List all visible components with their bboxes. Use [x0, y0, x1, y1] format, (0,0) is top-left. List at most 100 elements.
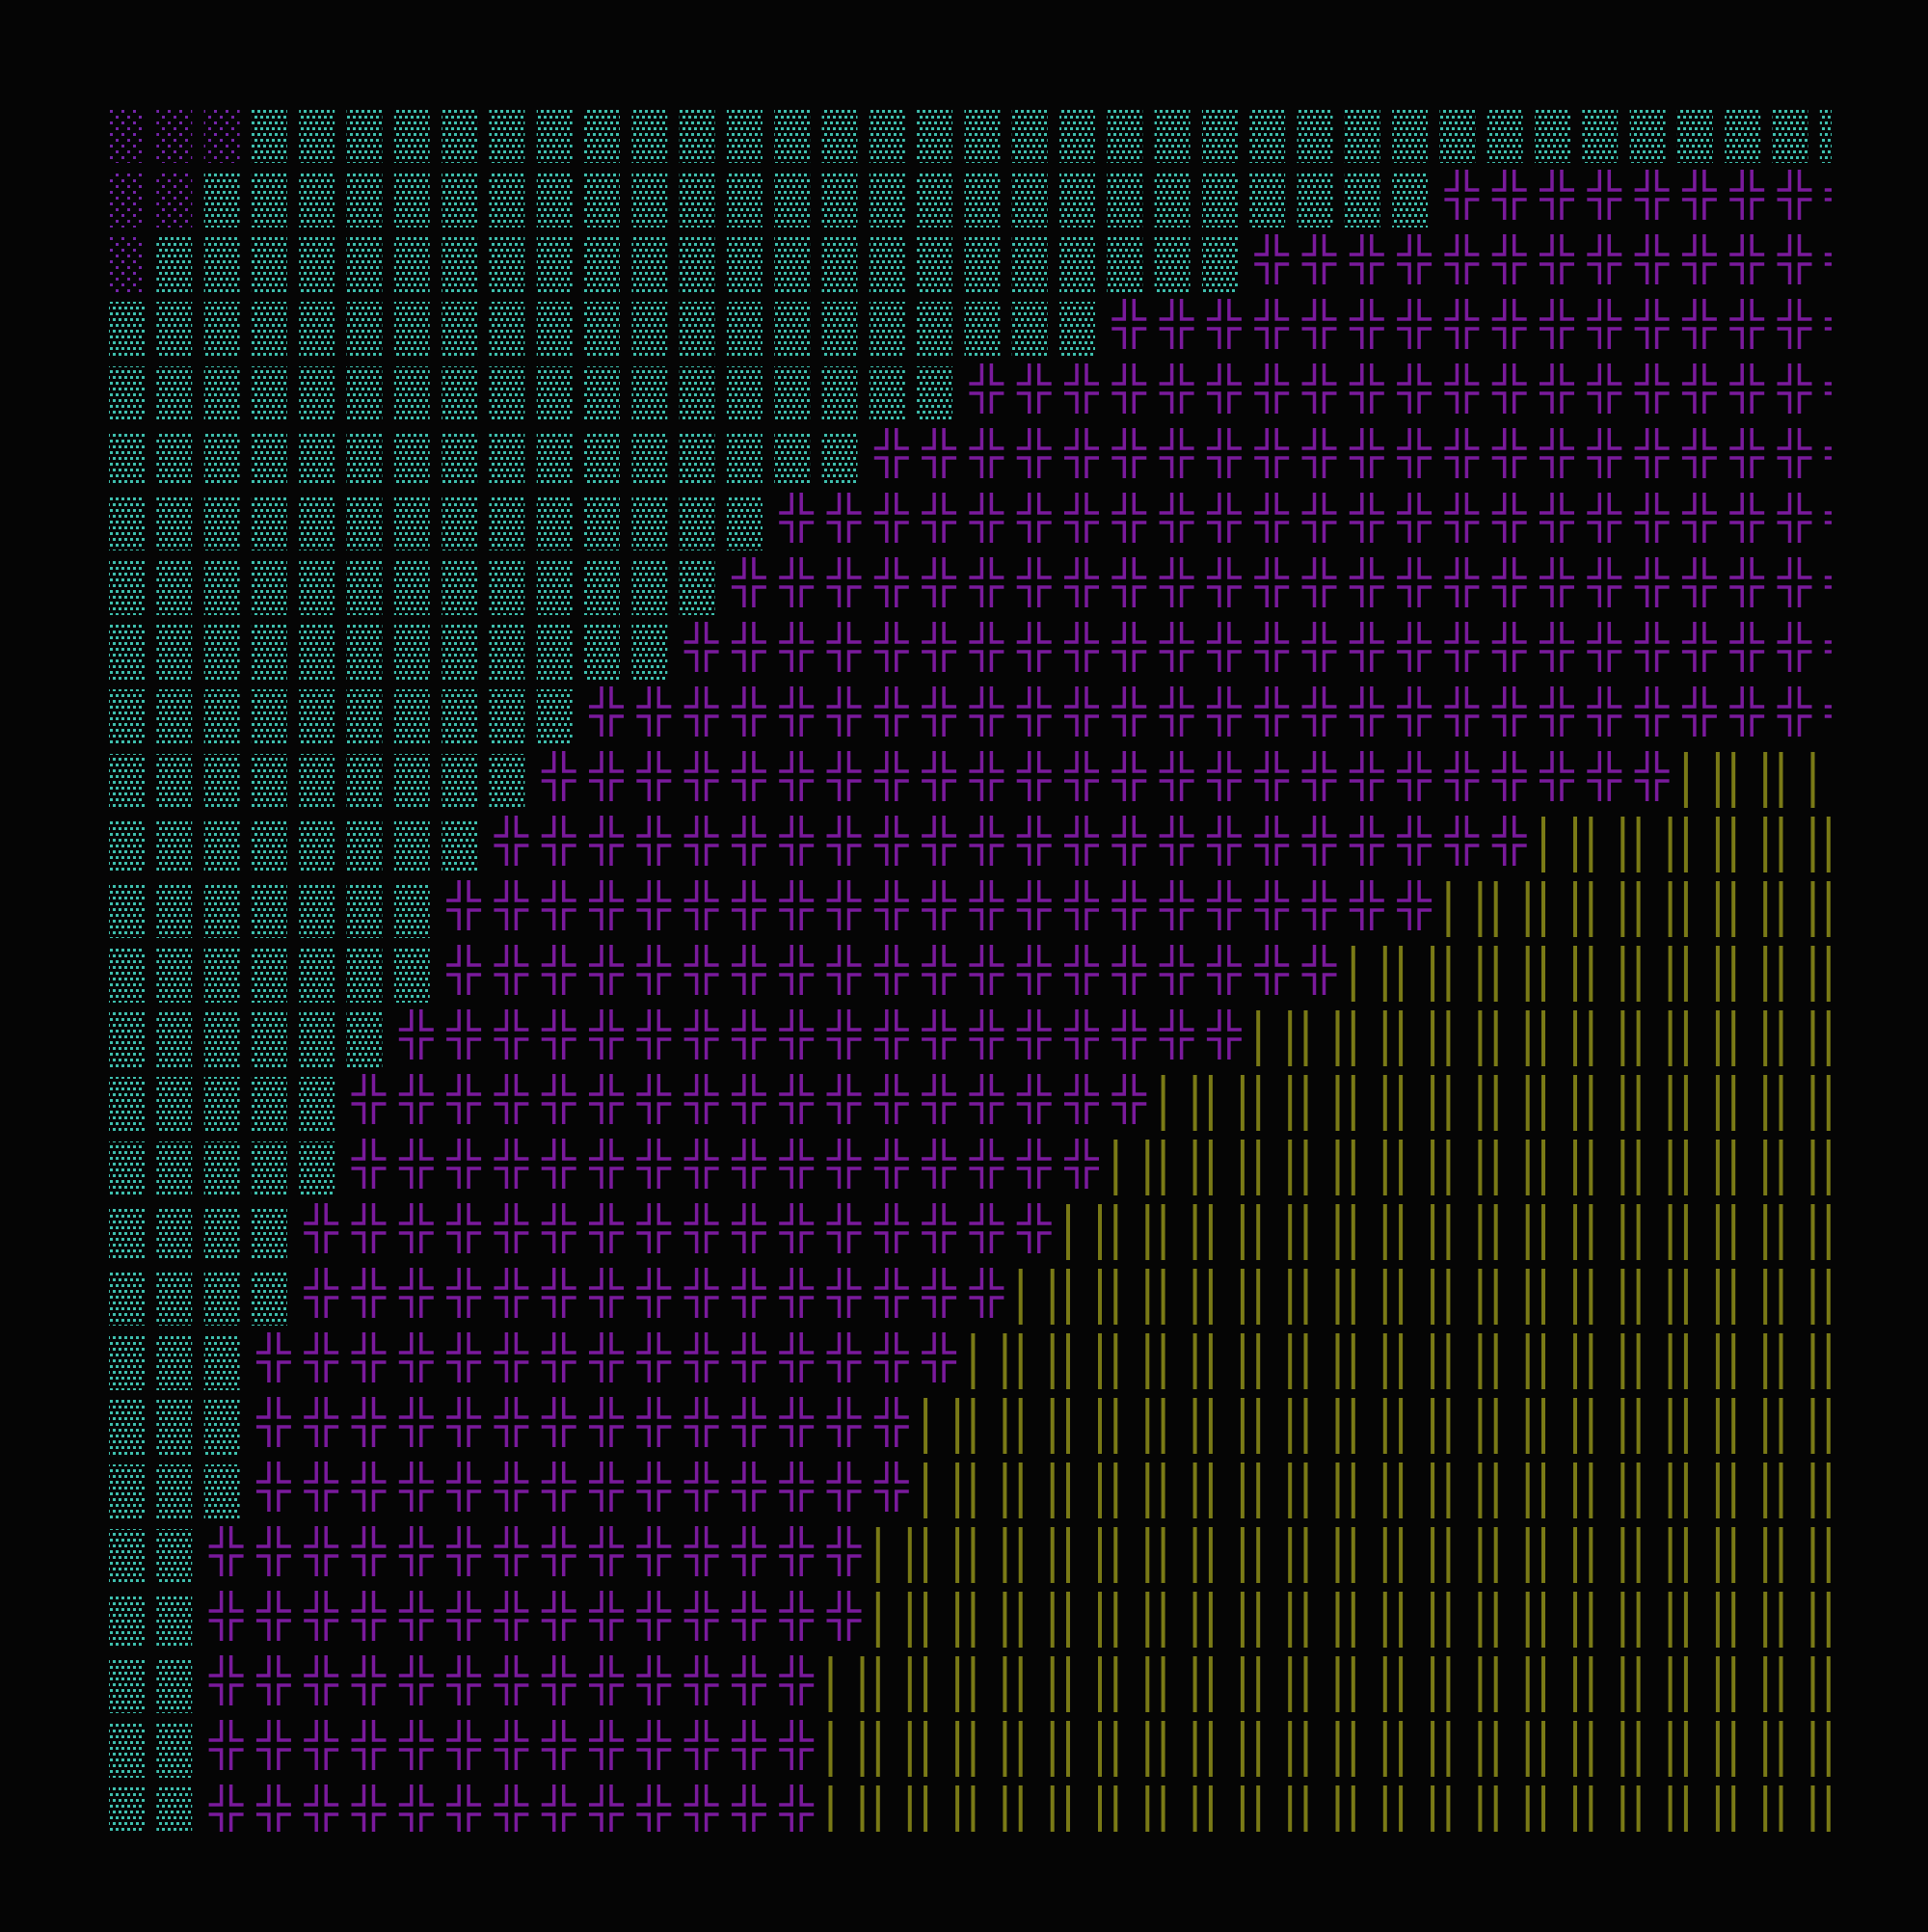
double-vertical-cell	[1731, 1721, 1768, 1777]
medium-shade-cell	[346, 625, 383, 680]
medium-shade-cell	[156, 1335, 193, 1390]
double-cross-cell	[1397, 622, 1433, 672]
double-vertical-cell	[1683, 1204, 1720, 1260]
double-cross-cell	[1729, 557, 1765, 607]
double-vertical-cell	[1493, 1527, 1530, 1583]
medium-shade-cell	[203, 173, 240, 228]
double-cross-cell	[1444, 234, 1480, 284]
double-cross-cell	[826, 1139, 862, 1189]
double-cross-cell	[683, 1074, 719, 1124]
double-cross-cell	[446, 1526, 482, 1576]
double-vertical-cell	[1636, 1785, 1673, 1832]
double-vertical-cell	[1826, 1269, 1831, 1325]
medium-shade-cell	[774, 366, 811, 421]
double-cross-cell	[494, 1655, 529, 1705]
double-cross-cell	[779, 1784, 815, 1832]
double-cross-cell	[1301, 945, 1337, 995]
medium-shade-cell	[251, 948, 287, 1003]
double-vertical-cell	[1826, 1333, 1831, 1389]
double-cross-cell	[589, 751, 624, 801]
double-vertical-cell	[1399, 1204, 1435, 1260]
double-cross-cell	[1111, 816, 1147, 866]
double-cross-cell	[1397, 493, 1433, 543]
medium-shade-cell	[536, 625, 573, 680]
medium-shade-cell	[203, 1464, 240, 1519]
double-vertical-cell	[1161, 1075, 1197, 1131]
double-vertical-cell	[971, 1462, 1007, 1518]
double-vertical-cell	[1826, 1785, 1831, 1832]
double-cross-cell	[922, 816, 957, 866]
double-cross-cell	[826, 1074, 862, 1124]
double-cross-cell	[1444, 299, 1480, 349]
double-vertical-cell	[1256, 1398, 1293, 1454]
double-cross-cell	[589, 1720, 624, 1770]
double-cross-cell	[779, 816, 815, 866]
medium-shade-cell	[109, 1141, 145, 1196]
double-cross-cell	[1016, 880, 1052, 930]
double-cross-cell	[969, 428, 1004, 478]
double-vertical-cell	[1303, 1785, 1340, 1832]
medium-shade-cell	[156, 689, 193, 744]
medium-shade-cell	[299, 108, 335, 163]
double-vertical-cell	[1161, 1656, 1197, 1712]
double-cross-cell	[1254, 234, 1290, 284]
medium-shade-cell	[536, 108, 573, 163]
double-cross-cell	[494, 1203, 529, 1253]
double-vertical-cell	[1113, 1721, 1150, 1777]
double-vertical-cell	[971, 1398, 1007, 1454]
double-vertical-cell	[1161, 1592, 1197, 1648]
medium-shade-cell	[1772, 108, 1808, 163]
double-cross-cell	[636, 1655, 672, 1705]
medium-shade-cell	[251, 883, 287, 938]
double-cross-cell	[398, 1720, 434, 1770]
medium-shade-cell	[726, 108, 763, 163]
double-cross-cell	[446, 1591, 482, 1641]
double-vertical-cell	[1683, 1592, 1720, 1648]
medium-shade-cell	[156, 1658, 193, 1713]
double-cross-cell	[1159, 493, 1194, 543]
double-cross-cell	[494, 1397, 529, 1447]
double-cross-cell	[541, 1655, 576, 1705]
double-vertical-cell	[1826, 1592, 1831, 1648]
double-vertical-cell	[924, 1656, 960, 1712]
medium-shade-cell	[299, 302, 335, 357]
medium-shade-cell	[109, 818, 145, 873]
medium-shade-cell	[393, 754, 430, 809]
double-cross-cell	[683, 1720, 719, 1770]
double-vertical-cell	[1541, 817, 1577, 872]
medium-shade-cell	[442, 689, 478, 744]
double-cross-cell	[541, 1720, 576, 1770]
double-cross-cell	[873, 622, 909, 672]
double-cross-cell	[873, 493, 909, 543]
double-cross-cell	[636, 816, 672, 866]
medium-shade-cell	[109, 1594, 145, 1649]
double-cross-cell	[826, 751, 862, 801]
medium-shade-cell	[346, 689, 383, 744]
medium-shade-cell	[203, 560, 240, 615]
double-cross-cell	[1634, 622, 1670, 672]
double-cross-cell	[494, 816, 529, 866]
double-cross-cell	[779, 1655, 815, 1705]
double-cross-cell	[351, 1397, 387, 1447]
double-cross-cell	[1349, 751, 1384, 801]
double-vertical-cell	[1446, 1333, 1483, 1389]
double-cross-cell	[1301, 751, 1337, 801]
medium-shade-cell	[156, 1787, 193, 1832]
double-cross-cell	[969, 363, 1004, 414]
double-cross-cell	[1254, 945, 1290, 995]
double-cross-cell	[1777, 557, 1812, 607]
medium-shade-cell	[631, 625, 668, 680]
double-vertical-cell	[1636, 1592, 1673, 1648]
double-cross-cell	[1491, 299, 1527, 349]
double-cross-cell	[779, 1397, 815, 1447]
medium-shade-cell	[109, 1658, 145, 1713]
double-vertical-cell	[1256, 1140, 1293, 1195]
double-vertical-cell	[1731, 1527, 1768, 1583]
double-cross-cell	[969, 1203, 1004, 1253]
medium-shade-cell	[917, 173, 953, 228]
double-cross-cell	[922, 1203, 957, 1253]
double-cross-cell	[1681, 299, 1717, 349]
double-cross-cell	[589, 816, 624, 866]
double-cross-cell	[1777, 686, 1812, 737]
double-cross-cell	[731, 1397, 766, 1447]
